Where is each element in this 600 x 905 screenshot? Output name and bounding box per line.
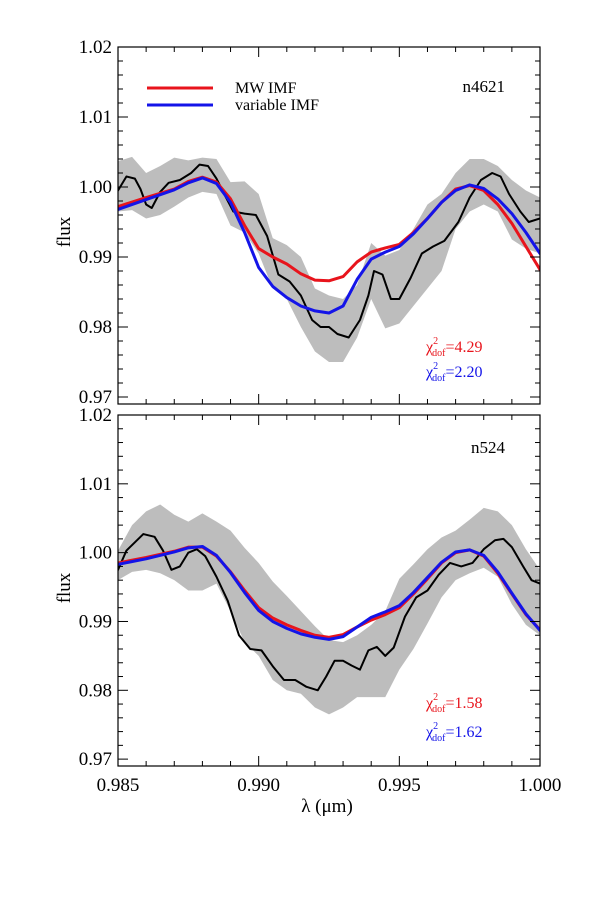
x-tick-label: 0.990 bbox=[237, 775, 280, 796]
panel-name-top: n4621 bbox=[463, 77, 506, 96]
chi-symbol: χ bbox=[425, 695, 434, 712]
y-tick-label: 0.99 bbox=[79, 611, 112, 632]
chi2-label-top-variable: χ2 dof=2.20 bbox=[425, 361, 482, 384]
chi-sub: dof bbox=[432, 733, 446, 744]
y-tick-label: 0.97 bbox=[79, 749, 112, 770]
x-axis-title: λ (μm) bbox=[301, 796, 353, 817]
y-tick-label: 1.00 bbox=[79, 177, 112, 198]
chi-symbol: χ bbox=[425, 339, 434, 356]
x-tick-label: 0.995 bbox=[378, 775, 421, 796]
chi2-label-top-mw: χ2 dof=4.29 bbox=[425, 336, 482, 359]
chi-value: =1.58 bbox=[445, 695, 482, 712]
y-tick-label: 1.01 bbox=[79, 474, 112, 495]
series-line-variable-imf-top bbox=[118, 176, 540, 315]
x-tick-label: 0.985 bbox=[97, 775, 140, 796]
chi-sub: dof bbox=[432, 373, 446, 384]
y-tick-label: 0.97 bbox=[79, 387, 112, 408]
chi-sup: 2 bbox=[433, 361, 438, 372]
chi2-label-bottom-variable: χ2 dof=1.62 bbox=[425, 721, 482, 744]
chi-sup: 2 bbox=[433, 692, 438, 703]
legend-label-variable-imf: variable IMF bbox=[235, 97, 319, 114]
plot-frame-bottom bbox=[117, 414, 541, 767]
chi-value: =2.20 bbox=[445, 364, 482, 381]
series-line-variable-imf-bottom bbox=[118, 544, 540, 641]
y-axis-title-bottom: flux bbox=[54, 572, 75, 603]
series-line-data-bottom bbox=[118, 533, 540, 692]
y-tick-label: 1.02 bbox=[79, 405, 112, 426]
legend-label-mw-imf: MW IMF bbox=[235, 80, 297, 97]
y-tick-label: 0.98 bbox=[79, 680, 112, 701]
chi-sup: 2 bbox=[433, 721, 438, 732]
panel-name-bottom: n524 bbox=[471, 438, 506, 457]
x-tick-label: 1.000 bbox=[519, 775, 562, 796]
y-tick-label: 1.02 bbox=[79, 37, 112, 58]
plot-frame-top bbox=[117, 46, 541, 405]
y-tick-label: 1.01 bbox=[79, 107, 112, 128]
y-tick-label: 0.98 bbox=[79, 317, 112, 338]
y-axis-title-top: flux bbox=[54, 216, 75, 247]
chi-value: =4.29 bbox=[445, 339, 482, 356]
chi-sub: dof bbox=[432, 704, 446, 715]
plot-area-bottom bbox=[118, 504, 540, 715]
legend: MW IMF variable IMF bbox=[147, 80, 319, 114]
chi-value: =1.62 bbox=[445, 724, 482, 741]
chi-symbol: χ bbox=[425, 364, 434, 381]
chi2-label-bottom-mw: χ2 dof=1.58 bbox=[425, 692, 482, 715]
plot-area-top bbox=[118, 156, 540, 362]
y-tick-label: 0.99 bbox=[79, 247, 112, 268]
y-tick-label: 1.00 bbox=[79, 543, 112, 564]
error-band-bottom bbox=[118, 504, 540, 715]
chi-symbol: χ bbox=[425, 724, 434, 741]
chi-sub: dof bbox=[432, 348, 446, 359]
chi-sup: 2 bbox=[433, 336, 438, 347]
panel-top: 0.97 0.98 0.99 1.00 1.01 1.02 bbox=[79, 37, 541, 408]
series-line-data-top bbox=[118, 163, 540, 339]
panel-bottom: 0.97 0.98 0.99 1.00 1.01 1.02 0.985 0.990 0.995 1… bbox=[79, 405, 562, 796]
